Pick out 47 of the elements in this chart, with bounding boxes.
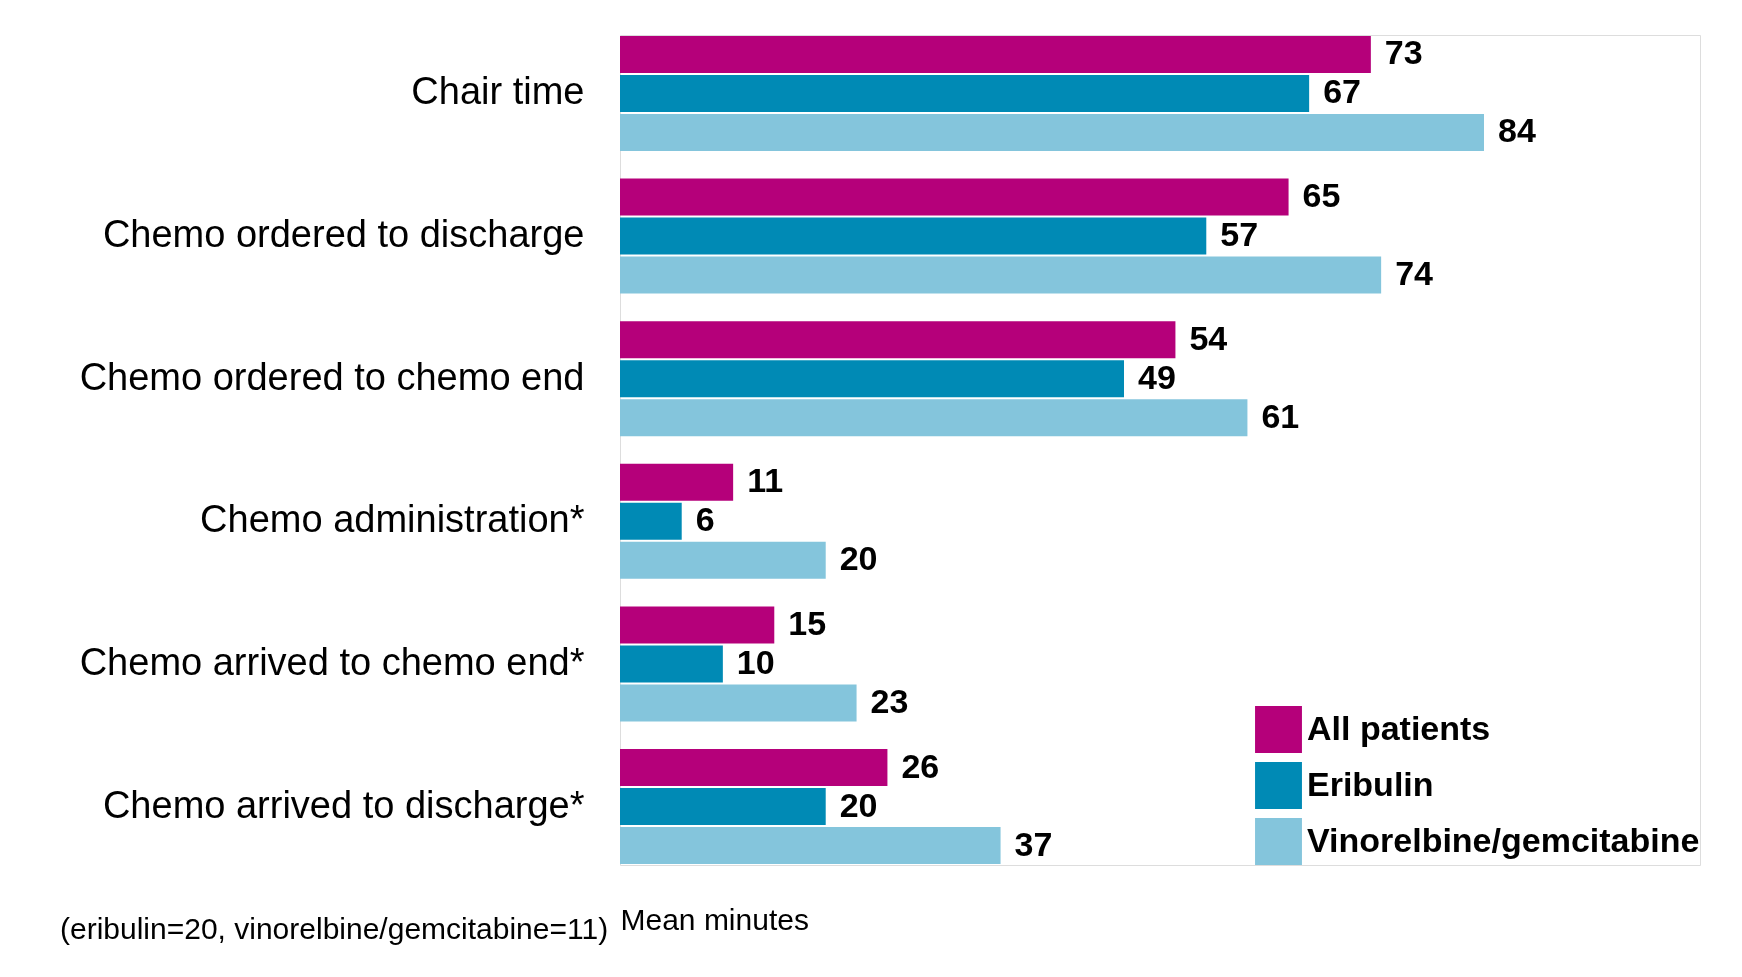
bar: [620, 606, 775, 644]
data-label: 10: [736, 642, 775, 681]
data-label: 73: [1384, 33, 1423, 72]
bar: [620, 788, 826, 826]
y-tick-label: Chair time: [411, 70, 585, 113]
data-label: 57: [1220, 215, 1259, 254]
bar: [620, 645, 723, 683]
y-tick-label: Chemo arrived to discharge*: [102, 783, 585, 826]
data-label: 54: [1189, 318, 1228, 357]
bar: [620, 827, 1001, 865]
bar: [620, 178, 1289, 216]
data-label: 67: [1323, 72, 1361, 111]
legend-label: Vinorelbine/gemcitabine: [1307, 820, 1700, 859]
data-label: 20: [839, 785, 878, 824]
bar: [620, 399, 1248, 437]
legend-label: Eribulin: [1307, 764, 1434, 803]
data-label: 23: [870, 681, 909, 720]
data-label: 6: [695, 500, 715, 539]
text: (eribulin=20, vinorelbine/gemcitabine=11): [60, 912, 609, 945]
bar: [620, 360, 1124, 398]
bar: [620, 749, 888, 787]
bar: [620, 321, 1176, 359]
bar: [620, 74, 1310, 112]
y-tick-label: Chemo arrived to chemo end*: [79, 640, 585, 683]
bar: [620, 502, 682, 540]
bar: [620, 463, 734, 501]
bar: [620, 217, 1207, 255]
bar: [620, 256, 1382, 294]
y-tick-label: Chemo administration*: [200, 498, 585, 541]
x-axis-title: Mean minutes: [620, 902, 809, 936]
data-label: 74: [1395, 254, 1434, 293]
data-label: 61: [1261, 396, 1300, 435]
y-tick-label: Chemo ordered to chemo end: [79, 355, 585, 398]
data-label: 11: [747, 461, 784, 500]
data-label: 15: [788, 603, 827, 642]
data-label: 49: [1138, 357, 1176, 396]
bar: [620, 113, 1484, 151]
legend-label: All patients: [1307, 708, 1491, 747]
y-tick-label: Chemo ordered to discharge: [102, 213, 585, 256]
data-label: 65: [1302, 176, 1341, 215]
bar: [620, 684, 857, 722]
data-label: 37: [1014, 824, 1053, 863]
bar: [620, 35, 1371, 73]
bar: [620, 541, 826, 579]
data-label: 20: [839, 539, 878, 578]
data-label: 26: [901, 746, 940, 785]
data-label: 84: [1498, 111, 1536, 150]
